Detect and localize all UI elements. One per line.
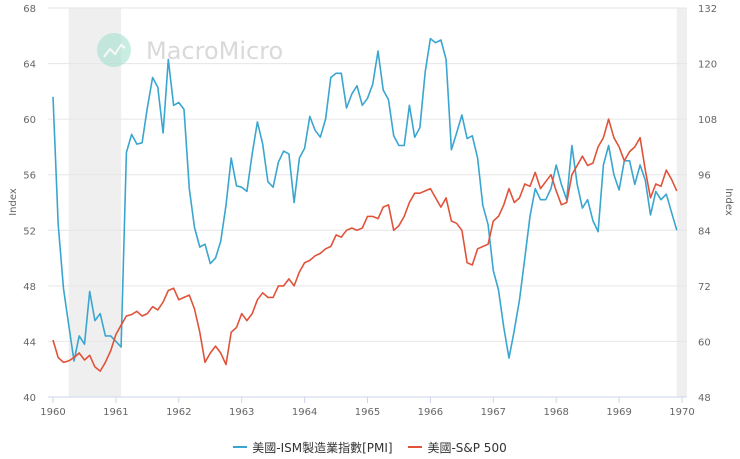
x-tick-label: 1965: [355, 407, 380, 418]
right-tick-label: 120: [698, 60, 717, 71]
x-tick-label: 1967: [481, 407, 506, 418]
x-tick-label: 1969: [606, 407, 631, 418]
right-tick-label: 60: [698, 337, 711, 348]
left-tick-label: 52: [23, 226, 36, 237]
chart: MacroMicro 1960 1961 1962 1963 1964 1965 1966 1…: [8, 4, 734, 418]
x-tick-label: 1963: [229, 407, 254, 418]
legend-item-sp500[interactable]: 美國-S&P 500: [408, 439, 507, 456]
left-tick-label: 56: [23, 171, 36, 182]
right-axis-title: Index: [723, 188, 734, 216]
left-tick-label: 40: [23, 393, 36, 404]
x-tick-label: 1961: [103, 407, 128, 418]
x-tick-label: 1970: [669, 407, 694, 418]
legend-label-pmi: 美國-ISM製造業指數[PMI]: [252, 440, 393, 455]
left-axis-title: Index: [8, 188, 19, 216]
x-tick-label: 1968: [543, 407, 568, 418]
logo-icon: [97, 33, 131, 67]
legend-label-sp500: 美國-S&P 500: [427, 440, 507, 455]
logo-chart-icon: [103, 43, 126, 58]
right-tick-label: 84: [698, 226, 711, 237]
left-tick-label: 64: [23, 60, 36, 71]
legend-swatch-pmi: [233, 446, 248, 448]
recession-band: [676, 8, 687, 397]
x-tick-label: 1966: [418, 407, 443, 418]
right-tick-label: 108: [698, 115, 717, 126]
recession-band: [68, 8, 122, 397]
x-tick-label: 1962: [166, 407, 191, 418]
legend-item-pmi[interactable]: 美國-ISM製造業指數[PMI]: [233, 439, 393, 456]
right-tick-label: 132: [698, 4, 717, 15]
legend-swatch-sp500: [408, 446, 423, 448]
left-tick-label: 44: [23, 337, 36, 348]
right-tick-label: 48: [698, 393, 711, 404]
series-line-pmi: [52, 37, 678, 362]
watermark-text: MacroMicro: [146, 37, 283, 65]
watermark: MacroMicro: [97, 33, 283, 67]
right-tick-label: 96: [698, 171, 711, 182]
left-tick-label: 48: [23, 282, 36, 293]
right-tick-label: 72: [698, 282, 711, 293]
x-tick-label: 1960: [40, 407, 65, 418]
legend: 美國-ISM製造業指數[PMI] 美國-S&P 500: [0, 437, 740, 456]
x-tick-label: 1964: [292, 407, 317, 418]
left-tick-label: 60: [23, 115, 36, 126]
series-line-sp500: [52, 118, 678, 372]
left-tick-label: 68: [23, 4, 36, 15]
